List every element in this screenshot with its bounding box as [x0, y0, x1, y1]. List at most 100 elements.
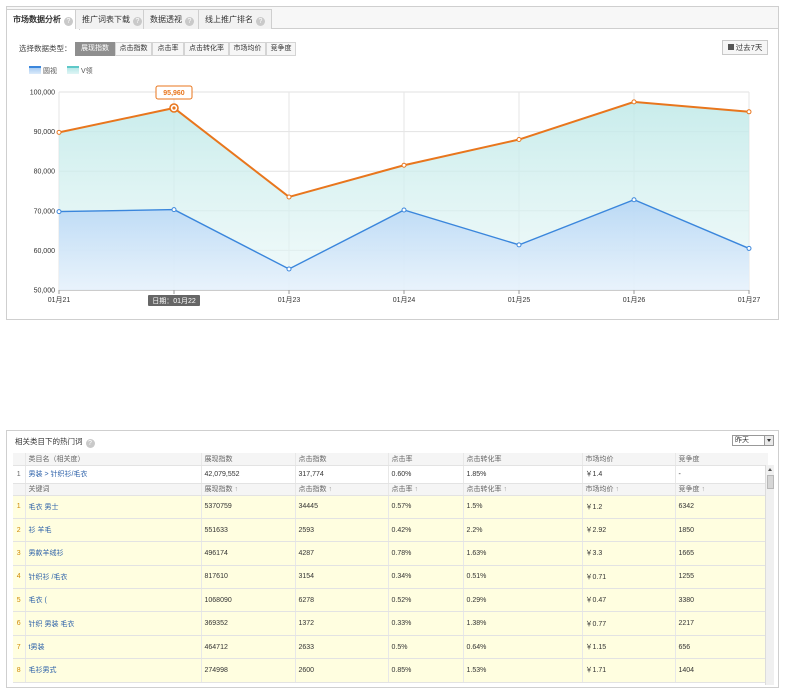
keyword-cell: 毛衫男式: [25, 658, 202, 683]
tab-label: 线上推广排名: [205, 15, 253, 24]
y-tick-label: 90,000: [34, 129, 56, 136]
legend-label: V领: [80, 68, 93, 75]
legend-item-series-1[interactable]: 圆视: [29, 66, 57, 75]
scroll-thumb[interactable]: [767, 475, 774, 489]
table-row: 1 毛衣 男士 5370759 34445 0.57% 1.5% ￥1.2 6342: [13, 495, 768, 519]
clicks-cell: 2593: [295, 518, 389, 543]
data-type-competition[interactable]: 竞争度: [266, 42, 296, 56]
data-point: [746, 245, 752, 251]
row-index: 6: [13, 611, 26, 636]
tab-market-analysis[interactable]: 市场数据分析?: [6, 9, 80, 30]
data-point: [171, 207, 177, 213]
clicks-cell: 3154: [295, 565, 389, 590]
table-row: 8 毛衫男式 274998 2600 0.85% 1.53% ￥1.71 1404: [13, 658, 768, 683]
scroll-up-arrow-icon[interactable]: [767, 466, 774, 473]
sortable-header[interactable]: 点击指数 ↑: [295, 483, 389, 496]
sortable-header[interactable]: 市场均价 ↑: [582, 483, 676, 496]
column-header-label: 竞争度: [678, 486, 700, 493]
keyword-table: 类目名（相关度） 展现指数 点击指数 点击率 点击转化率 市场均价 竞争度 1 …: [13, 453, 768, 683]
price-cell: ￥0.77: [582, 611, 676, 636]
price-cell: ￥1.71: [582, 658, 676, 683]
data-point: [401, 162, 407, 168]
keyword-link[interactable]: 衫 羊毛: [28, 527, 52, 535]
column-header: 点击率: [388, 453, 464, 466]
trend-line-chart: 100,00090,00080,00070,00060,00050,00001月…: [30, 85, 761, 306]
data-type-cvr[interactable]: 点击转化率: [184, 42, 229, 56]
keyword-link[interactable]: t男装: [28, 644, 45, 652]
data-point: [286, 194, 292, 200]
data-point: [401, 207, 407, 213]
hot-keywords-panel: 相关类目下的热门词? 昨天 类目名（相关度） 展现指数 点击指数 点击率 点击转…: [6, 430, 779, 688]
data-type-impressions[interactable]: 展现指数: [75, 42, 115, 56]
competition-cell: 2217: [675, 611, 768, 636]
clicks-cell: 4287: [295, 541, 389, 566]
sortable-header[interactable]: 竞争度 ↑: [675, 483, 768, 496]
impressions-cell: 1068090: [201, 588, 296, 613]
panel-title-text: 相关类目下的热门词: [15, 437, 83, 446]
data-type-clicks[interactable]: 点击指数: [115, 42, 152, 56]
data-point: [746, 109, 752, 115]
impressions-cell: 42,079,552: [201, 465, 296, 484]
keyword-link[interactable]: 毛衫男式: [28, 667, 57, 675]
row-index: 8: [13, 658, 26, 683]
sort-arrow-icon: ↑: [503, 486, 508, 493]
keyword-link[interactable]: 针织衫 /毛衣: [28, 573, 68, 581]
column-header: 关键词: [25, 483, 202, 496]
keyword-link[interactable]: 男款羊绒衫: [28, 550, 64, 558]
keyword-cell: 针织衫 /毛衣: [25, 565, 202, 590]
help-icon[interactable]: ?: [133, 17, 142, 26]
help-icon[interactable]: ?: [185, 17, 194, 26]
x-tick-label: 01月23: [278, 296, 301, 304]
keyword-link[interactable]: 针织 男装 毛衣: [28, 620, 75, 628]
table-scrollbar[interactable]: [765, 465, 774, 685]
help-icon[interactable]: ?: [64, 17, 73, 26]
x-tick-label: 01月27: [738, 296, 761, 304]
tab-keyword-download[interactable]: 推广词表下载?: [75, 9, 149, 29]
price-cell: ￥3.3: [582, 541, 676, 566]
data-point: [631, 197, 637, 203]
row-index: 4: [13, 565, 26, 590]
sortable-header[interactable]: 点击转化率 ↑: [463, 483, 583, 496]
y-tick-label: 100,000: [30, 90, 55, 97]
sort-arrow-icon: ↑: [234, 486, 239, 493]
ctr-cell: 0.5%: [388, 635, 464, 660]
competition-cell: 3380: [675, 588, 768, 613]
clicks-cell: 317,774: [295, 465, 389, 484]
category-link[interactable]: 男装 > 针织衫/毛衣: [28, 471, 88, 478]
column-header-label: 点击率: [391, 486, 413, 493]
help-icon[interactable]: ?: [85, 439, 95, 448]
tab-data-pivot[interactable]: 数据透视?: [143, 9, 201, 29]
data-point: [516, 137, 522, 143]
date-flag: [148, 295, 200, 306]
sortable-header[interactable]: 展现指数 ↑: [201, 483, 296, 496]
row-index: 7: [13, 635, 26, 660]
row-index: 3: [13, 541, 26, 566]
day-select-value: 昨天: [735, 437, 749, 444]
sortable-header[interactable]: 点击率 ↑: [388, 483, 464, 496]
day-select[interactable]: 昨天: [732, 435, 774, 446]
column-header: 竞争度: [675, 453, 768, 466]
data-type-label: 选择数据类型：: [19, 44, 72, 53]
sort-arrow-icon: ↑: [615, 486, 620, 493]
ctr-cell: 0.85%: [388, 658, 464, 683]
legend-item-series-2[interactable]: V领: [66, 66, 93, 75]
column-header: 展现指数: [201, 453, 296, 466]
data-type-ctr[interactable]: 点击率: [152, 42, 184, 56]
ctr-cell: 0.78%: [388, 541, 464, 566]
cvr-cell: 0.64%: [463, 635, 583, 660]
chart-legend: 圆视 V领: [29, 66, 93, 76]
row-index: 1: [13, 495, 26, 519]
tab-online-ranking[interactable]: 线上推广排名?: [198, 9, 272, 29]
clicks-cell: 2633: [295, 635, 389, 660]
data-type-price[interactable]: 市场均价: [229, 42, 266, 56]
date-range-button[interactable]: 过去7天: [722, 40, 768, 55]
keyword-link[interactable]: 毛衣 男士: [28, 503, 59, 511]
chevron-down-icon[interactable]: [764, 436, 773, 445]
ctr-cell: 0.52%: [388, 588, 464, 613]
date-flag-label: 日期：01月22: [152, 297, 196, 305]
keyword-link[interactable]: 毛衣 (: [28, 597, 47, 605]
help-icon[interactable]: ?: [256, 17, 265, 26]
table-row: 5 毛衣 (1068090 6278 0.52% 0.29% ￥0.47 3380: [13, 588, 768, 613]
column-header: 点击转化率: [463, 453, 583, 466]
impressions-cell: 274998: [201, 658, 296, 683]
